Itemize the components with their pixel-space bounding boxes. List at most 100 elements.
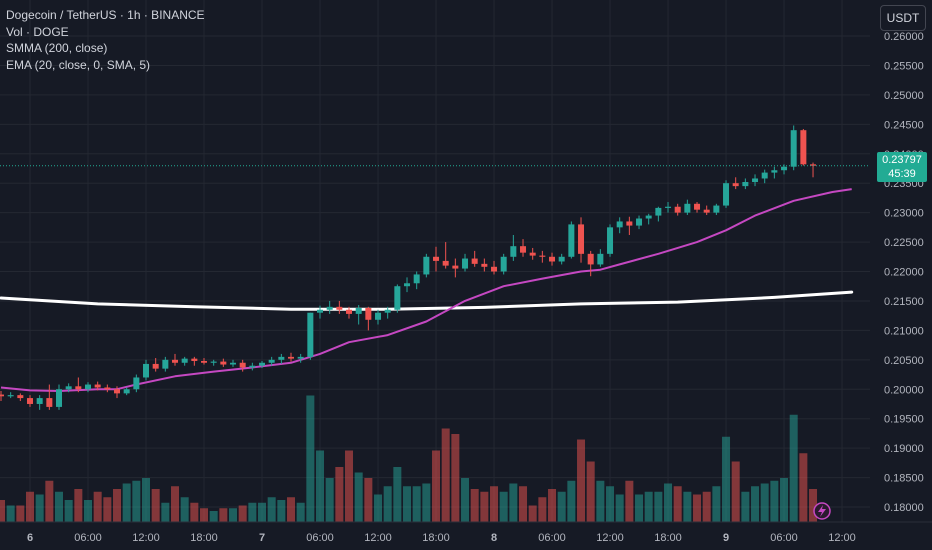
candle[interactable]	[75, 377, 82, 393]
candle[interactable]	[442, 242, 449, 269]
candle[interactable]	[288, 352, 295, 362]
candle[interactable]	[694, 202, 701, 213]
candle[interactable]	[133, 374, 140, 393]
candle[interactable]	[268, 356, 275, 366]
currency-button[interactable]: USDT	[880, 5, 926, 31]
candle[interactable]	[413, 271, 420, 290]
candle[interactable]	[297, 353, 304, 363]
candle[interactable]	[781, 164, 788, 175]
candle[interactable]	[771, 166, 778, 179]
price-axis[interactable]: 0.18000 0.18500 0.19000 0.19500 0.20000 0.205…	[870, 0, 932, 550]
candle[interactable]	[500, 253, 507, 275]
candle[interactable]	[616, 217, 623, 234]
candle[interactable]	[0, 391, 4, 402]
candle[interactable]	[529, 247, 536, 260]
candle[interactable]	[433, 246, 440, 272]
volume-bar	[55, 491, 64, 522]
candle[interactable]	[152, 358, 159, 372]
candle[interactable]	[365, 306, 372, 331]
candle[interactable]	[452, 258, 459, 278]
candle[interactable]	[597, 249, 604, 267]
candle[interactable]	[172, 353, 179, 366]
candle[interactable]	[36, 395, 43, 410]
candle[interactable]	[56, 384, 63, 410]
candle[interactable]	[220, 358, 227, 367]
candle[interactable]	[394, 284, 401, 313]
candle[interactable]	[645, 213, 652, 225]
candle[interactable]	[317, 305, 324, 319]
candle[interactable]	[713, 203, 720, 215]
candle[interactable]	[239, 359, 246, 372]
volume-bar	[461, 478, 470, 522]
time-tick-label: 12:00	[132, 532, 160, 544]
candle[interactable]	[346, 306, 353, 319]
candle[interactable]	[723, 180, 730, 208]
candle[interactable]	[162, 356, 169, 372]
candle[interactable]	[114, 386, 121, 399]
candle[interactable]	[471, 250, 478, 267]
candle[interactable]	[742, 178, 749, 190]
candle[interactable]	[539, 250, 546, 263]
candle[interactable]	[790, 125, 797, 171]
candle[interactable]	[665, 202, 672, 213]
candle[interactable]	[210, 359, 217, 366]
candle[interactable]	[423, 253, 430, 278]
candle[interactable]	[85, 382, 92, 393]
candle[interactable]	[384, 306, 391, 319]
candle[interactable]	[674, 203, 681, 216]
candle[interactable]	[181, 356, 188, 366]
candle[interactable]	[558, 253, 565, 265]
candle[interactable]	[123, 387, 130, 396]
candle[interactable]	[481, 258, 488, 272]
candle[interactable]	[404, 277, 411, 293]
candle[interactable]	[191, 356, 198, 366]
candle[interactable]	[800, 129, 807, 166]
ema-legend[interactable]: EMA (20, close, 0, SMA, 5)	[6, 57, 151, 72]
candle[interactable]	[249, 362, 256, 371]
candle[interactable]	[27, 395, 34, 407]
candle[interactable]	[520, 239, 527, 257]
candle[interactable]	[587, 250, 594, 277]
candle[interactable]	[607, 224, 614, 257]
candle[interactable]	[655, 206, 662, 222]
candle[interactable]	[201, 358, 208, 365]
symbol-title[interactable]: Dogecoin / TetherUS · 1h · BINANCE	[6, 8, 205, 22]
candle[interactable]	[491, 260, 498, 275]
volume-legend[interactable]: Vol · DOGE	[6, 24, 69, 39]
candle[interactable]	[636, 215, 643, 230]
smma-legend[interactable]: SMMA (200, close)	[6, 41, 108, 55]
candle[interactable]	[143, 359, 150, 381]
candle[interactable]	[626, 216, 633, 235]
candle[interactable]	[355, 305, 362, 325]
candle[interactable]	[761, 169, 768, 184]
candle[interactable]	[703, 205, 710, 215]
candle[interactable]	[94, 381, 101, 391]
candle[interactable]	[65, 383, 72, 393]
candle[interactable]	[278, 353, 285, 364]
candle[interactable]	[7, 392, 14, 399]
candle[interactable]	[462, 253, 469, 272]
candle[interactable]	[326, 300, 333, 314]
volume-bar	[93, 491, 102, 522]
candle[interactable]	[510, 234, 517, 261]
candle[interactable]	[732, 177, 739, 190]
candle[interactable]	[810, 162, 817, 178]
candle[interactable]	[46, 384, 53, 410]
lightning-icon[interactable]	[813, 502, 831, 520]
candle[interactable]	[375, 309, 382, 325]
candle[interactable]	[336, 300, 343, 314]
candle[interactable]	[578, 217, 585, 263]
candle[interactable]	[752, 174, 759, 187]
candle[interactable]	[684, 199, 691, 215]
time-axis[interactable]: 6 06:00 12:00 18:00 7 06:00 12:00 18:00 8 06:00 12…	[0, 521, 932, 544]
candle[interactable]	[230, 359, 237, 367]
candle[interactable]	[568, 221, 575, 259]
candle[interactable]	[259, 360, 266, 369]
candle[interactable]	[17, 393, 24, 402]
candle[interactable]	[549, 252, 556, 266]
candle[interactable]	[104, 384, 111, 393]
candle[interactable]	[307, 312, 314, 360]
candlesticks[interactable]	[0, 125, 817, 410]
volume-bar	[664, 483, 673, 522]
